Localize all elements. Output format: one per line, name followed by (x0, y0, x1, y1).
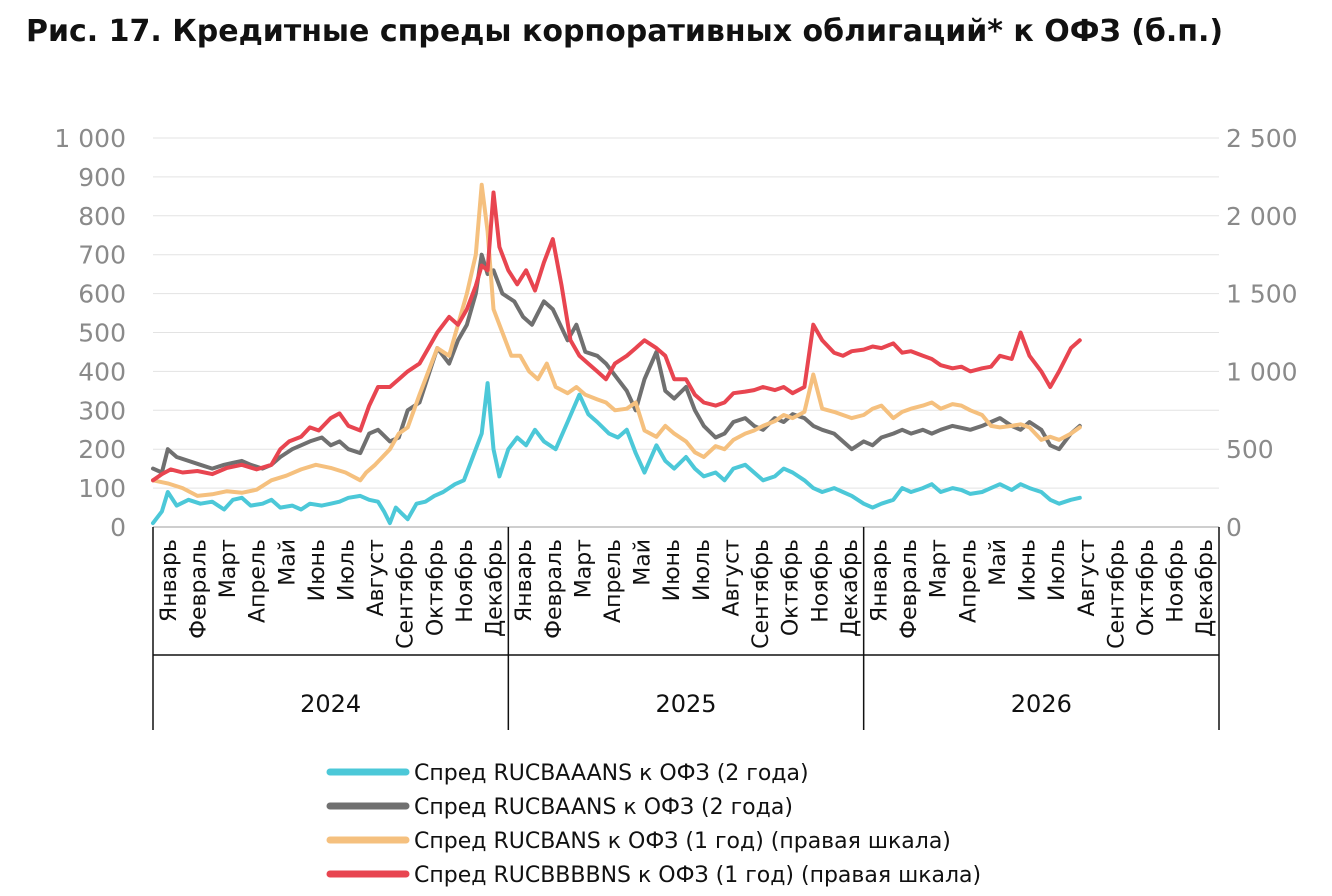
series-lines (151, 182, 1082, 526)
month-label: Март (927, 539, 952, 598)
month-label: Май (275, 539, 300, 586)
month-label: Ноябрь (808, 539, 833, 623)
month-label: Декабрь (1193, 539, 1218, 637)
left-tick-label: 200 (78, 435, 126, 464)
month-label: Июль (334, 539, 359, 601)
month-label: Апрель (246, 539, 271, 623)
right-tick-label: 1 500 (1226, 280, 1298, 309)
year-label: 2026 (1011, 690, 1072, 718)
left-tick-label: 100 (78, 474, 126, 503)
month-label: Август (364, 539, 389, 617)
year-label: 2024 (300, 690, 361, 718)
left-y-axis: 0 100 200 300 400 500 600 700 800 900 1 000 (54, 124, 126, 542)
month-label: Июнь (660, 539, 685, 601)
month-label: Август (719, 539, 744, 617)
x-axis: Январь Февраль Март Апрель Май Июнь Июль Август… (152, 526, 1220, 730)
month-label: Октябрь (1134, 539, 1159, 636)
month-label: Июнь (305, 539, 330, 601)
month-label: Июль (1045, 539, 1070, 601)
month-label: Февраль (542, 539, 567, 639)
series-line (151, 182, 1082, 498)
legend: Спред RUCBAAANS к ОФЗ (2 года) Спред RUCB… (326, 761, 981, 888)
left-tick-label: 400 (78, 357, 126, 386)
left-tick-label: 600 (78, 280, 126, 309)
left-tick-label: 900 (78, 163, 126, 192)
month-label: Май (631, 539, 656, 586)
right-tick-label: 1 000 (1226, 357, 1298, 386)
month-label: Октябрь (423, 539, 448, 636)
chart-title: Рис. 17. Кредитные спреды корпоративных … (26, 14, 1224, 49)
month-label: Октябрь (779, 539, 804, 636)
month-label: Декабрь (483, 539, 508, 637)
month-label: Сентябрь (749, 539, 774, 649)
right-tick-label: 2 000 (1226, 202, 1298, 231)
year-label: 2025 (655, 690, 716, 718)
gridlines (153, 137, 1219, 528)
legend-label: Спред RUCBAANS к ОФЗ (2 года) (414, 795, 793, 820)
month-label: Июль (690, 539, 715, 601)
month-label: Сентябрь (394, 539, 419, 649)
month-label: Март (216, 539, 241, 598)
series-line (151, 381, 1082, 526)
month-label: Сентябрь (1104, 539, 1129, 649)
month-label: Февраль (186, 539, 211, 639)
left-tick-label: 1 000 (54, 124, 126, 153)
left-tick-label: 300 (78, 396, 126, 425)
month-label: Январь (157, 539, 182, 622)
month-label: Февраль (897, 539, 922, 639)
left-tick-label: 700 (78, 241, 126, 270)
month-label: Май (986, 539, 1011, 586)
month-label: Апрель (601, 539, 626, 623)
legend-label: Спред RUCBANS к ОФЗ (1 год) (правая шкал… (414, 829, 951, 854)
month-label: Март (571, 539, 596, 598)
month-label: Август (1075, 539, 1100, 617)
right-tick-label: 500 (1226, 435, 1274, 464)
month-label: Январь (867, 539, 892, 622)
legend-label: Спред RUCBAAANS к ОФЗ (2 года) (414, 761, 809, 786)
right-y-axis: 0 500 1 000 1 500 2 000 2 500 (1226, 124, 1298, 542)
month-label: Ноябрь (453, 539, 478, 623)
month-label: Ноябрь (1164, 539, 1189, 623)
series-line (151, 190, 1082, 483)
month-label: Декабрь (838, 539, 863, 637)
left-tick-label: 500 (78, 319, 126, 348)
month-label: Январь (512, 539, 537, 622)
left-tick-label: 0 (110, 513, 126, 542)
month-label: Апрель (956, 539, 981, 623)
right-tick-label: 0 (1226, 513, 1242, 542)
legend-label: Спред RUCBBBBNS к ОФЗ (1 год) (правая шк… (414, 863, 981, 888)
month-label: Июнь (1016, 539, 1041, 601)
right-tick-label: 2 500 (1226, 124, 1298, 153)
left-tick-label: 800 (78, 202, 126, 231)
